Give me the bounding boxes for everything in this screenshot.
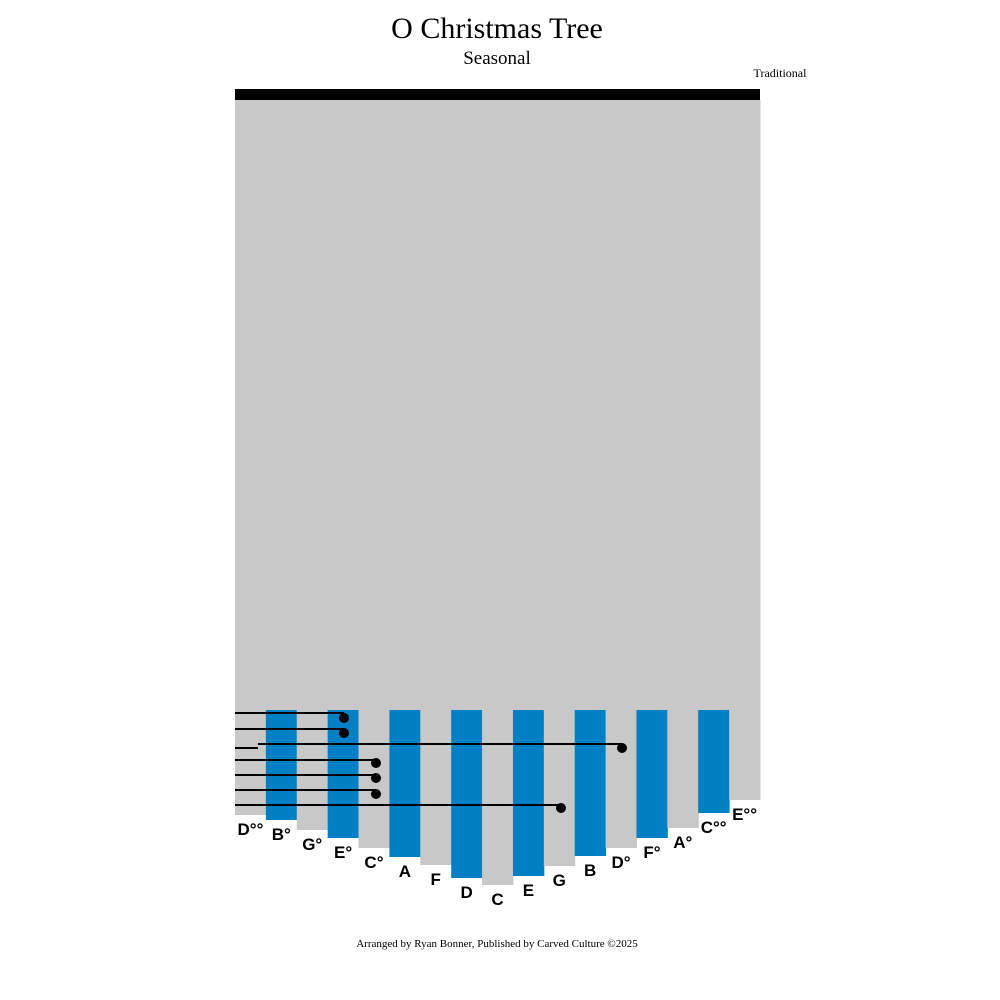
tine-blue <box>389 710 421 857</box>
tine-label: G <box>553 871 566 890</box>
top-bar <box>235 89 760 100</box>
tine-gray-top <box>698 100 730 710</box>
tine-gray-top <box>451 100 483 710</box>
tine-label: E° <box>334 843 352 862</box>
tine-gray <box>235 100 267 815</box>
note <box>371 773 381 783</box>
tine-gray <box>667 100 699 828</box>
tine-blue <box>265 710 298 820</box>
tine-gray <box>420 100 452 865</box>
title: O Christmas Tree <box>391 12 603 45</box>
tine-gray-top <box>636 100 668 710</box>
tine-blue <box>451 710 483 878</box>
note <box>339 713 349 723</box>
tine-label: C° <box>364 853 383 872</box>
composer: Traditional <box>754 66 808 80</box>
tine-gray-top <box>265 100 298 710</box>
tine-label: D°° <box>238 820 264 839</box>
tine-label: E°° <box>732 805 757 824</box>
tine-gray <box>605 100 637 848</box>
tine-gray-top <box>389 100 421 710</box>
note <box>371 789 381 799</box>
notes <box>235 712 627 813</box>
tine-label: D° <box>611 853 630 872</box>
tine-label: D <box>460 883 472 902</box>
note <box>371 758 381 768</box>
tine-label: C°° <box>701 818 727 837</box>
tine-gray <box>358 100 390 848</box>
tine-label: G° <box>302 835 322 854</box>
note <box>617 743 627 753</box>
tine-blue <box>574 710 607 856</box>
tine-gray <box>729 100 761 800</box>
tine-gray <box>482 100 514 885</box>
tine-label: B <box>584 861 596 880</box>
tine-blue <box>636 710 668 838</box>
tine-label: C <box>491 890 503 909</box>
tine-label: F° <box>643 843 660 862</box>
tine-label: A <box>399 862 411 881</box>
tine-gray <box>543 100 576 866</box>
tine-label: F <box>431 870 441 889</box>
tine-blue <box>512 710 545 876</box>
tine-label: B° <box>272 825 291 844</box>
tine-blue <box>698 710 730 813</box>
tine-gray-top <box>574 100 607 710</box>
tine-gray-top <box>512 100 545 710</box>
note <box>556 803 566 813</box>
note <box>339 728 349 738</box>
tine-gray <box>296 100 329 830</box>
tine-label: E <box>523 881 534 900</box>
tine-label: A° <box>673 833 692 852</box>
footer: Arranged by Ryan Bonner, Published by Ca… <box>356 938 638 950</box>
tines: D°° B° G° E° C° A FD C EGB D° F° A° C°° E°° <box>235 100 761 909</box>
tine-gray-top <box>327 100 360 710</box>
subtitle: Seasonal <box>463 48 531 69</box>
